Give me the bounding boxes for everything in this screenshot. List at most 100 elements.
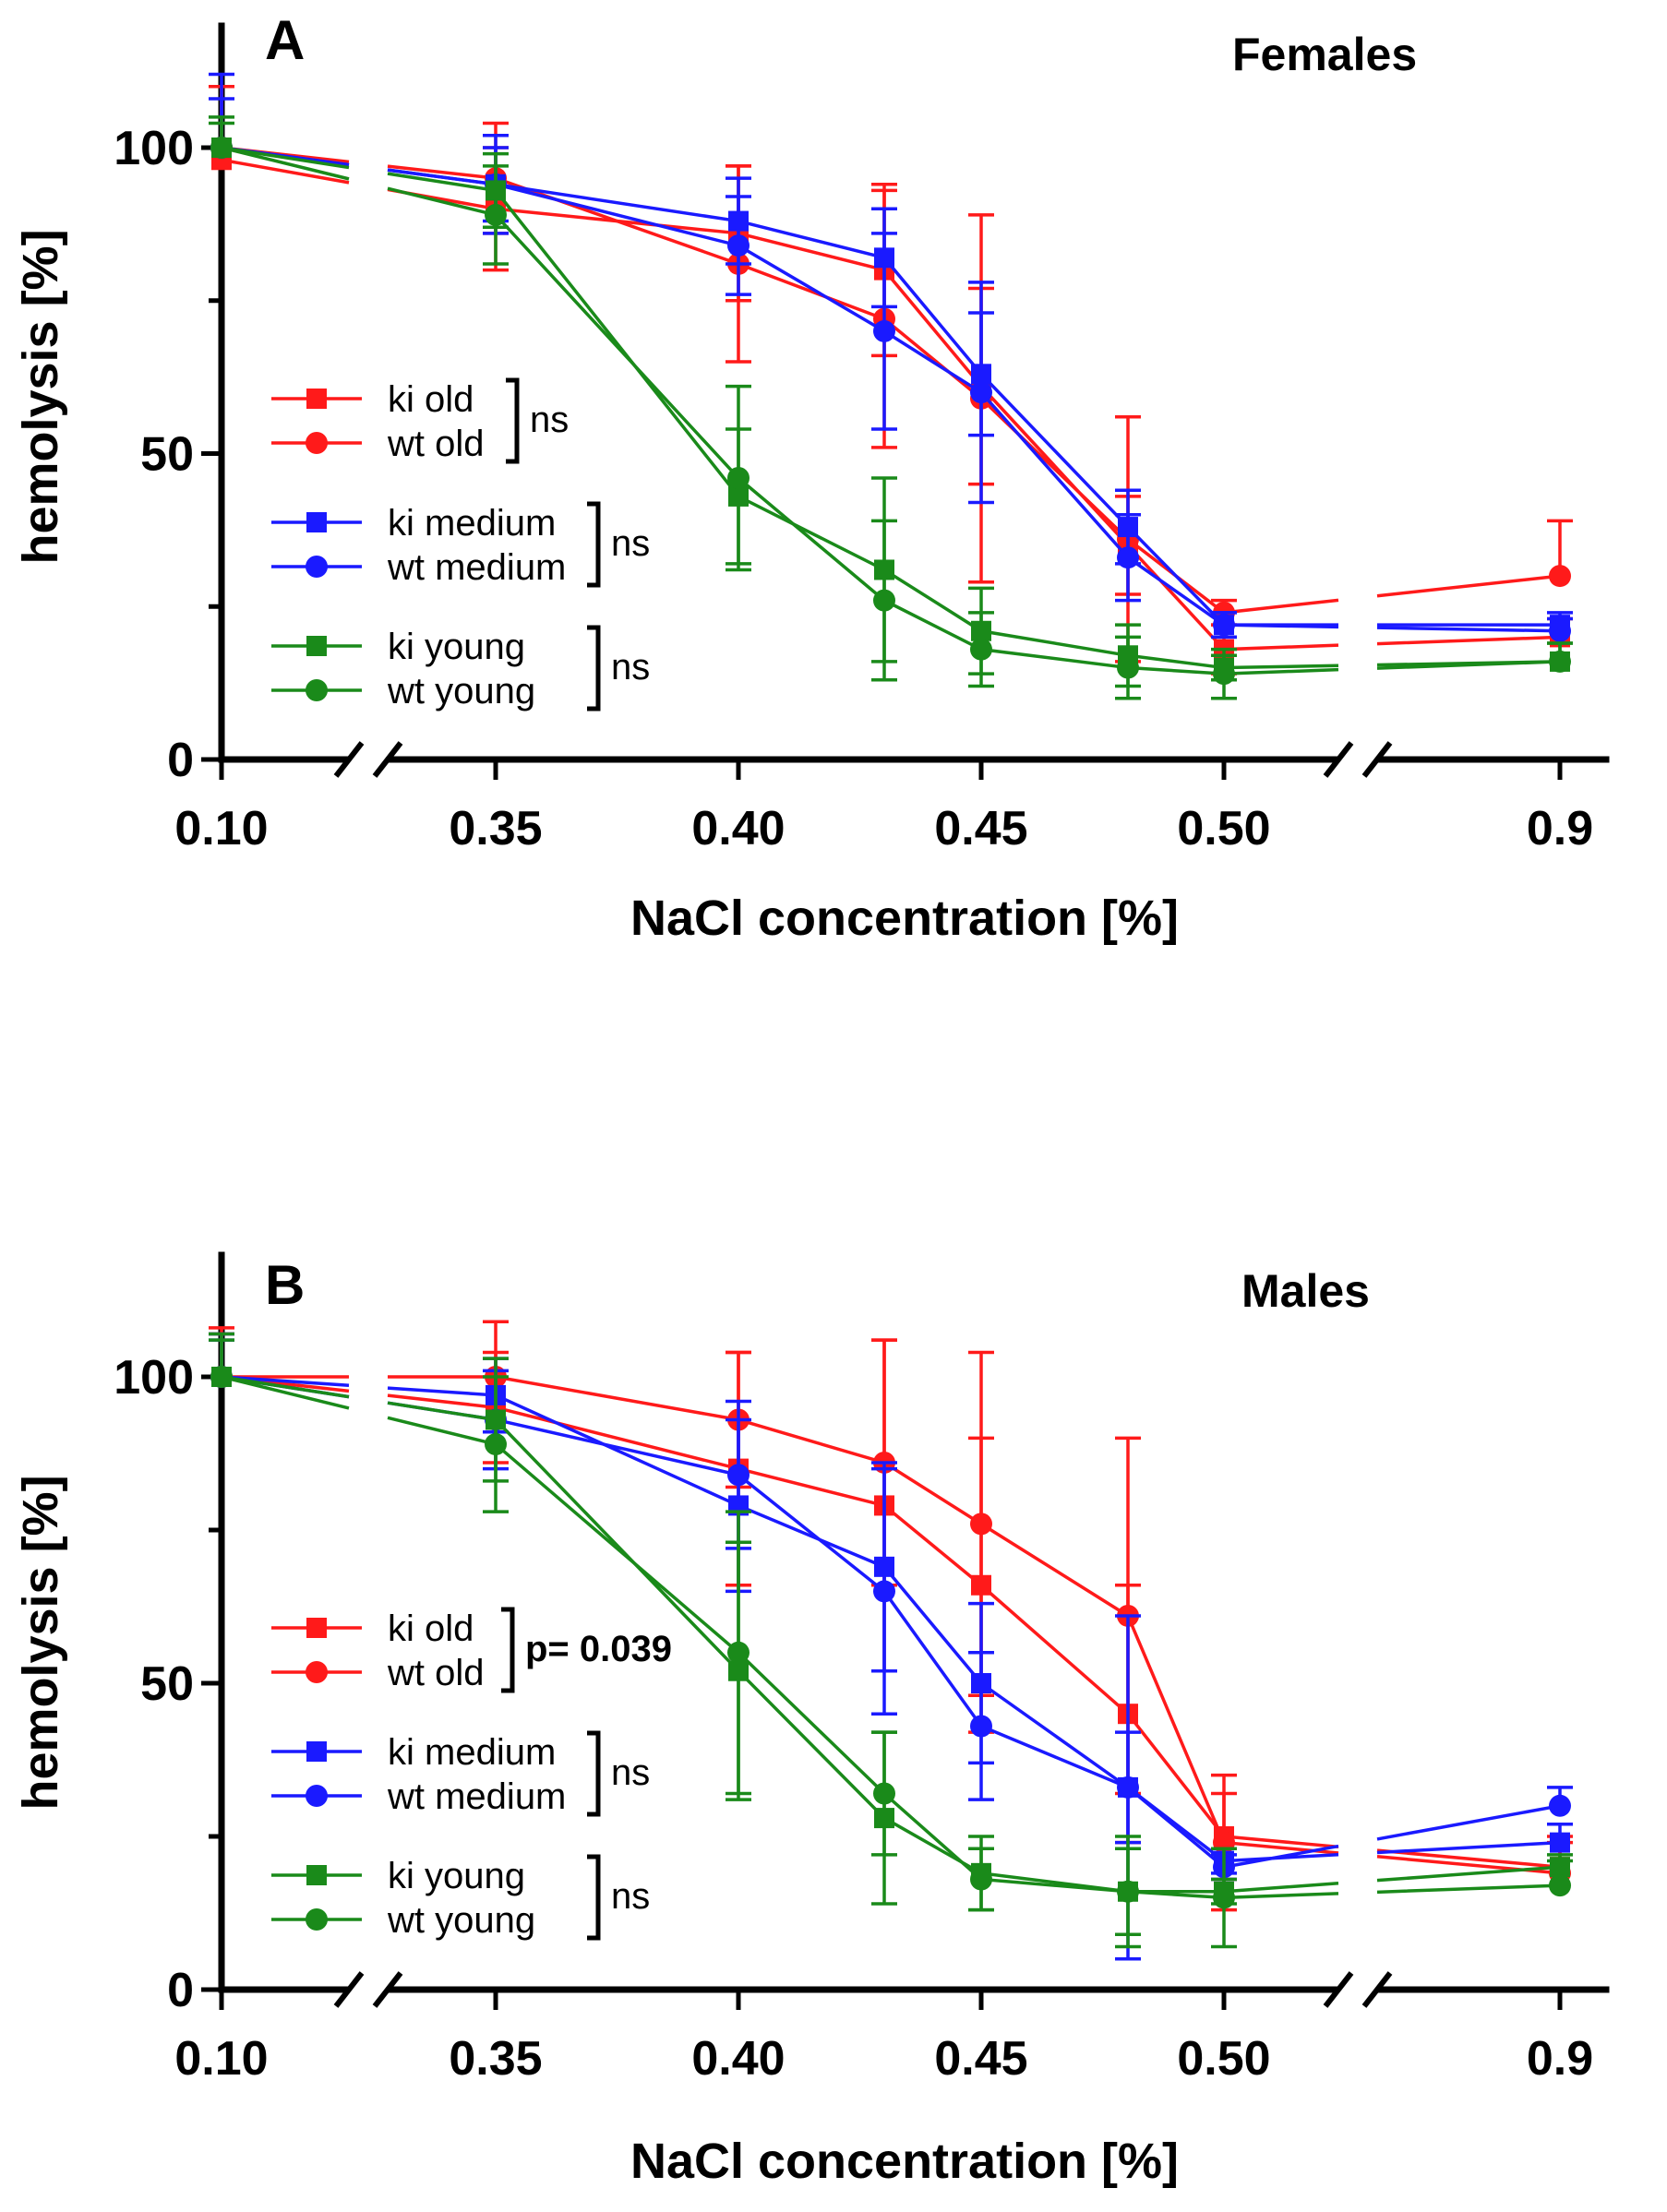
error-bar (726, 384, 751, 479)
plot-area (209, 1320, 1573, 1961)
x-tick-label: 0.9 (1527, 2032, 1593, 2086)
y-tick-label: 0 (167, 734, 194, 787)
data-point-circle (873, 589, 895, 612)
series-line (221, 146, 1561, 676)
error-bar (968, 392, 994, 505)
legend-marker-circle (306, 1661, 328, 1683)
series-wt-young (209, 1332, 1573, 1949)
axis-break-gap (1338, 1980, 1377, 1999)
error-bar (968, 1651, 994, 1727)
legend-marker-circle (306, 432, 328, 454)
y-tick-label: 50 (140, 1657, 194, 1711)
legend-label: ki old (388, 1608, 474, 1649)
error-bar (726, 1510, 751, 1653)
axis-break-mark (372, 1971, 403, 2008)
data-point-circle (1213, 1886, 1235, 1909)
x-tick-label: 0.50 (1177, 2032, 1270, 2086)
data-point-circle (727, 1641, 750, 1664)
axis-break-gap (349, 750, 388, 769)
legend-marker-circle (306, 1908, 328, 1931)
legend-label: ki medium (388, 503, 556, 544)
data-point-circle (1549, 619, 1571, 642)
legend-marker-circle (306, 556, 328, 578)
data-point-circle (873, 1580, 895, 1603)
legend-marker-square (306, 1865, 327, 1885)
series-line (221, 1375, 1561, 1900)
legend-label: ki young (388, 1856, 525, 1896)
x-axis-title: NaCl concentration [%] (630, 2134, 1179, 2189)
error-bar (871, 1591, 897, 1716)
data-point-square (1550, 1832, 1570, 1853)
axis-break-mark (333, 1971, 365, 2008)
data-point-circle (1549, 1874, 1571, 1897)
panel-label: A (265, 9, 305, 71)
panel-title: Females (1232, 29, 1417, 80)
x-axis-title: NaCl concentration [%] (630, 891, 1179, 946)
x-tick-label: 0.45 (934, 802, 1027, 855)
data-point-circle (1117, 546, 1139, 569)
data-point-circle (970, 1715, 992, 1738)
legend-bracket (587, 625, 601, 711)
x-tick-label: 0.40 (691, 802, 785, 855)
error-bar (1115, 1436, 1141, 1616)
data-point-circle (970, 1868, 992, 1891)
panel-label: B (265, 1254, 305, 1316)
significance-label: p= 0.039 (525, 1629, 672, 1669)
axis-break-mark (1361, 1971, 1393, 2008)
x-tick-label: 0.45 (934, 2032, 1027, 2086)
error-bar (871, 330, 897, 431)
legend-bracket (587, 1854, 601, 1941)
panel-b-males: B Males hemolysis [%] NaCl concentration… (13, 1251, 1610, 2189)
data-point-circle (1117, 1880, 1139, 1903)
data-point-circle (210, 137, 233, 159)
significance-label: ns (611, 647, 650, 688)
significance-label: ns (530, 400, 569, 440)
legend-bracket (501, 1607, 515, 1693)
y-tick-label: 100 (114, 1351, 194, 1405)
axes: 0 50 100 0.10 0.35 0.40 0.45 0.50 0.9 (114, 22, 1610, 855)
data-point-circle (727, 234, 750, 257)
legend-label: wt medium (387, 547, 566, 588)
axis-break-mark (333, 741, 365, 778)
error-bar (968, 281, 994, 393)
significance-label: ns (611, 1752, 650, 1793)
data-point-circle (970, 638, 992, 661)
error-bar (726, 1399, 751, 1476)
error-bar (726, 1652, 751, 1796)
x-tick-label: 0.10 (174, 802, 268, 855)
y-axis-title: hemolysis [%] (13, 229, 68, 564)
legend-label: ki medium (388, 1732, 556, 1773)
axis-break-mark (1323, 1971, 1354, 2008)
y-tick-label: 50 (140, 428, 194, 482)
legend-bracket (587, 501, 601, 588)
series-line (221, 1375, 1561, 1863)
axis-break-mark (1323, 741, 1354, 778)
legend-label: wt medium (387, 1776, 566, 1817)
data-point-circle (1213, 663, 1235, 686)
data-point-circle (1549, 650, 1571, 673)
x-tick-label: 0.35 (449, 2032, 542, 2086)
data-point-circle (727, 467, 750, 490)
data-point-circle (970, 381, 992, 404)
legend-label: wt young (387, 1900, 535, 1941)
x-tick-label: 0.50 (1177, 802, 1270, 855)
error-bar (968, 1726, 994, 1801)
axis-break-gap (349, 1980, 388, 1999)
legend-marker-square (306, 389, 327, 409)
y-tick-label: 100 (114, 122, 194, 175)
error-bar (871, 600, 897, 682)
data-point-circle (485, 1433, 507, 1456)
data-point-circle (1117, 1776, 1139, 1799)
y-axis-title: hemolysis [%] (13, 1475, 68, 1810)
panel-title: Males (1241, 1265, 1370, 1317)
data-point-circle (210, 1366, 233, 1388)
error-bar (726, 478, 751, 572)
